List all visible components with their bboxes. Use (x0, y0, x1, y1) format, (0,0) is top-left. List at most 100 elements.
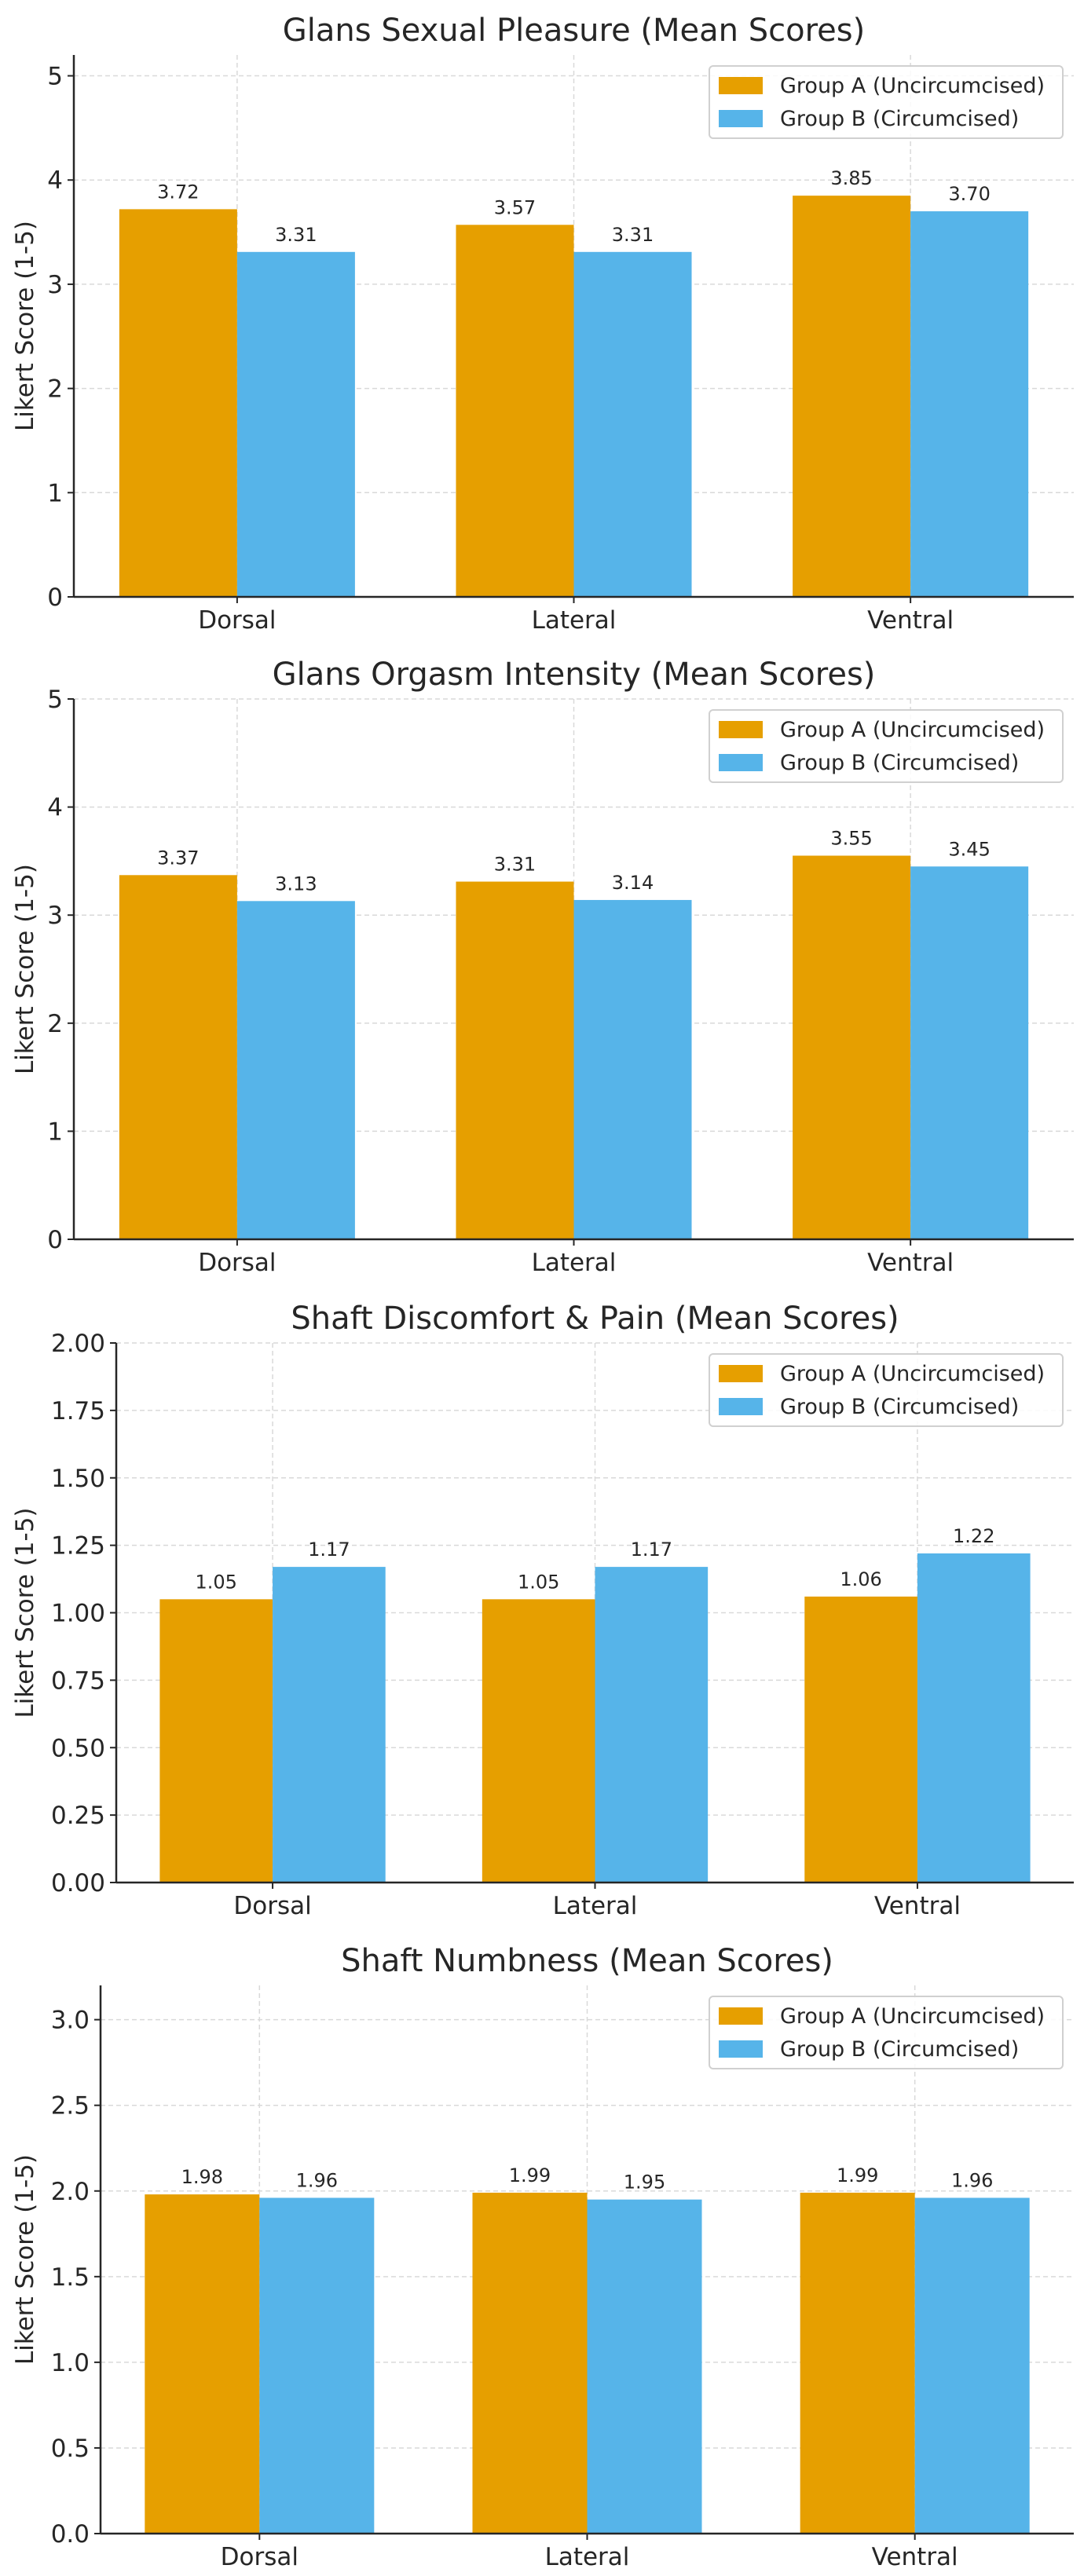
bar-group-b-dorsal (273, 1567, 386, 1883)
legend-swatch-group-a (719, 1365, 763, 1382)
y-tick-label: 3 (47, 271, 63, 299)
bar-group-b-lateral (573, 899, 692, 1239)
bar-group-b-lateral (587, 2199, 702, 2534)
y-tick-label: 5 (47, 63, 63, 91)
bar-data-label: 1.99 (509, 2164, 551, 2186)
bar-data-label: 3.70 (948, 183, 990, 205)
legend-swatch-group-b (719, 110, 763, 127)
bar-group-b-dorsal (259, 2197, 375, 2534)
bar-data-label: 3.14 (612, 872, 654, 894)
legend-swatch-group-b (719, 2040, 763, 2058)
y-tick-label: 1 (47, 479, 63, 507)
bar-group-a-ventral (800, 2192, 915, 2534)
bar-data-label: 1.99 (837, 2164, 878, 2186)
bar-group-a-lateral (482, 1599, 595, 1883)
bar-data-label: 1.95 (624, 2172, 665, 2194)
bar-data-label: 3.55 (830, 828, 872, 850)
y-tick-label: 0 (47, 584, 63, 612)
legend-label: Group A (Uncircumcised) (780, 718, 1045, 742)
bar-data-label: 3.31 (494, 854, 536, 876)
chart-title: Glans Sexual Pleasure (Mean Scores) (283, 13, 865, 49)
y-tick-label: 0 (47, 1226, 63, 1254)
bar-data-label: 3.37 (157, 847, 199, 869)
x-tick-label: Ventral (867, 1249, 954, 1277)
y-tick-label: 4 (47, 794, 63, 822)
legend: Group A (Uncircumcised) Group B (Circumci… (709, 1353, 1064, 1427)
y-tick-label: 1.5 (51, 2263, 90, 2292)
bar-data-label: 1.17 (308, 1539, 350, 1561)
chart-title: Shaft Numbness (Mean Scores) (341, 1943, 833, 1979)
y-tick-label: 0.00 (51, 1869, 105, 1897)
y-tick-label: 1.75 (51, 1397, 105, 1425)
y-tick-label: 0.25 (51, 1802, 105, 1830)
legend: Group A (Uncircumcised) Group B (Circumci… (709, 1996, 1064, 2069)
legend-label: Group A (Uncircumcised) (780, 1362, 1045, 1386)
bar-group-a-dorsal (145, 2194, 260, 2534)
bar-group-b-dorsal (236, 901, 355, 1239)
bar-group-a-dorsal (119, 209, 237, 597)
y-axis-label: Likert Score (1-5) (11, 1507, 39, 1718)
bar-group-b-ventral (910, 211, 1029, 597)
bar-group-a-lateral (472, 2192, 588, 2534)
legend-label: Group B (Circumcised) (780, 1395, 1019, 1419)
y-tick-label: 4 (47, 166, 63, 195)
x-tick-label: Dorsal (198, 606, 276, 635)
legend: Group A (Uncircumcised) Group B (Circumci… (709, 709, 1064, 783)
x-tick-label: Dorsal (221, 2543, 298, 2571)
bar-group-b-ventral (917, 1553, 1031, 1883)
y-tick-label: 0.50 (51, 1734, 105, 1762)
legend-box (709, 1996, 1064, 2069)
chart-panel-4: Shaft Numbness (Mean Scores) 1.98 1.99 1.99… (11, 1943, 1074, 2571)
legend-label: Group B (Circumcised) (780, 107, 1019, 131)
x-tick-label: Lateral (545, 2543, 630, 2571)
bar-group-a-ventral (793, 855, 911, 1239)
bar-group-a-lateral (456, 881, 574, 1239)
legend-box (709, 1353, 1064, 1427)
legend: Group A (Uncircumcised) Group B (Circumci… (709, 65, 1064, 139)
chart-panel-2: Glans Orgasm Intensity (Mean Scores) 3.37… (11, 657, 1074, 1277)
y-tick-label: 1 (47, 1118, 63, 1146)
y-tick-label: 2 (47, 375, 63, 404)
bar-group-a-ventral (793, 196, 911, 597)
chart-title: Shaft Discomfort & Pain (Mean Scores) (291, 1301, 899, 1337)
legend-swatch-group-a (719, 721, 763, 738)
bar-group-b-dorsal (236, 251, 355, 597)
bar-group-b-ventral (914, 2197, 1030, 2534)
x-tick-label: Lateral (532, 1249, 617, 1277)
x-tick-label: Dorsal (233, 1892, 311, 1920)
legend-label: Group A (Uncircumcised) (780, 2004, 1045, 2029)
bar-group-a-lateral (456, 225, 574, 597)
y-tick-label: 5 (47, 686, 63, 714)
bar-data-label: 3.72 (157, 181, 199, 203)
bar-data-label: 1.05 (518, 1571, 559, 1593)
legend-swatch-group-b (719, 754, 763, 771)
bar-data-label: 3.31 (612, 224, 654, 246)
bar-group-b-ventral (910, 866, 1029, 1239)
x-tick-label: Ventral (867, 606, 954, 635)
legend-swatch-group-a (719, 2007, 763, 2025)
x-tick-label: Lateral (553, 1892, 638, 1920)
bar-data-label: 3.85 (830, 167, 872, 189)
chart-title: Glans Orgasm Intensity (Mean Scores) (273, 657, 876, 693)
legend-swatch-group-a (719, 77, 763, 94)
y-tick-label: 0.0 (51, 2520, 90, 2549)
legend-swatch-group-b (719, 1398, 763, 1415)
legend-box (709, 709, 1064, 783)
legend-box (709, 65, 1064, 139)
y-tick-label: 1.50 (51, 1465, 105, 1493)
legend-label: Group B (Circumcised) (780, 751, 1019, 775)
bar-group-a-dorsal (159, 1599, 273, 1883)
y-tick-label: 1.25 (51, 1532, 105, 1561)
y-tick-label: 2.5 (51, 2092, 90, 2120)
y-axis-label: Likert Score (1-5) (11, 221, 39, 431)
y-tick-label: 3.0 (51, 2007, 90, 2035)
bar-data-label: 1.17 (631, 1539, 672, 1561)
bar-data-label: 1.98 (181, 2166, 223, 2188)
y-axis-label: Likert Score (1-5) (11, 864, 39, 1074)
bar-data-label: 3.13 (275, 873, 317, 895)
bar-data-label: 3.45 (948, 838, 990, 860)
legend-label: Group A (Uncircumcised) (780, 74, 1045, 98)
y-tick-label: 2.00 (51, 1330, 105, 1358)
y-tick-label: 2.0 (51, 2178, 90, 2206)
